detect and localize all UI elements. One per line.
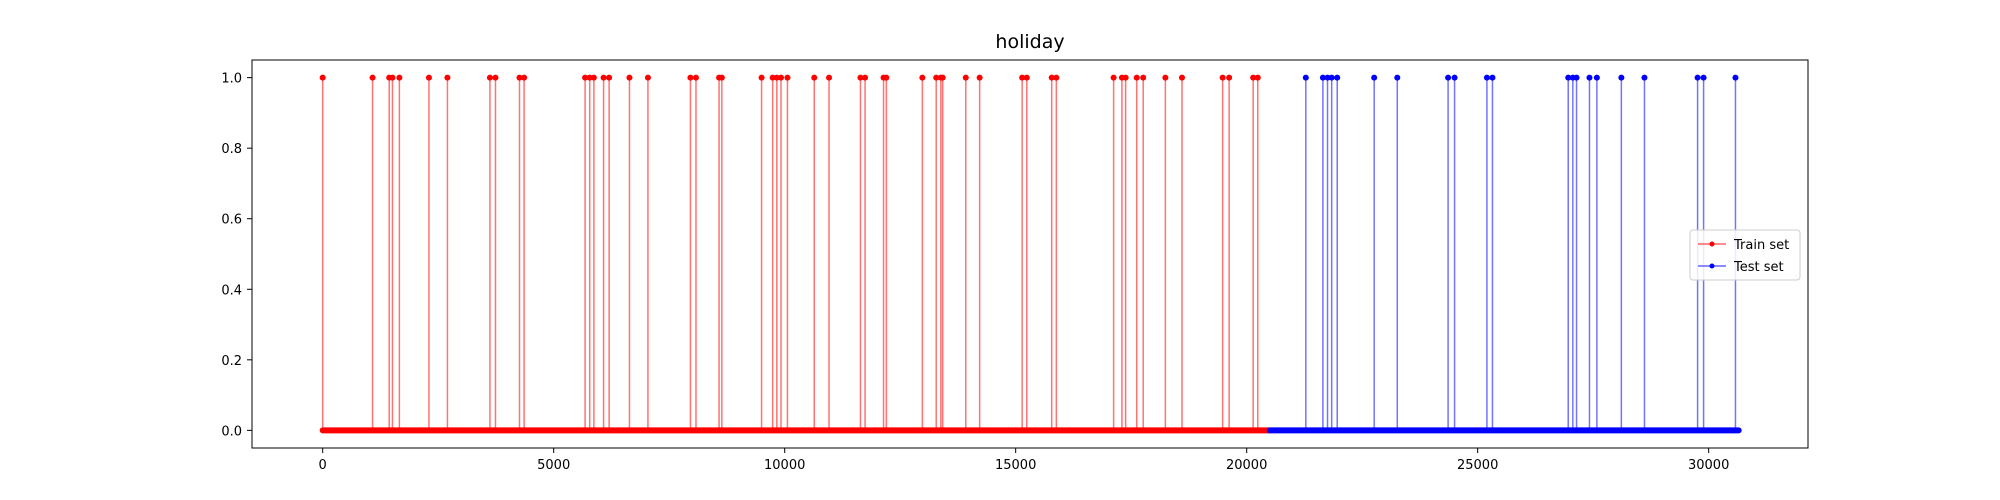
series-train	[319, 74, 1273, 434]
spike-marker	[857, 74, 864, 81]
spike-marker	[516, 74, 523, 81]
spike-marker	[811, 74, 818, 81]
spike-marker	[521, 74, 528, 81]
spike-marker	[769, 74, 776, 81]
spike-marker	[644, 74, 651, 81]
spike-marker	[1593, 74, 1600, 81]
spike-marker	[1565, 74, 1572, 81]
legend-item: Train set	[1698, 238, 1789, 253]
axes-frame	[251, 59, 1809, 449]
y-tick-label: 0.4	[221, 283, 242, 298]
spike-marker	[826, 74, 833, 81]
spike-marker	[1618, 74, 1625, 81]
spike-marker	[492, 74, 499, 81]
spike-marker	[1319, 74, 1326, 81]
legend-item: Test set	[1698, 260, 1784, 275]
spike-marker	[1048, 74, 1055, 81]
spike-marker	[1254, 74, 1261, 81]
spike-marker	[939, 74, 946, 81]
spike-marker	[1133, 74, 1140, 81]
spike-marker	[1162, 74, 1169, 81]
spike-marker	[1324, 74, 1331, 81]
spike-marker	[1334, 74, 1341, 81]
spike-marker	[1053, 74, 1060, 81]
spike-marker	[1328, 74, 1335, 81]
legend-label: Train set	[1733, 238, 1789, 253]
spike-marker	[1122, 74, 1129, 81]
spike-marker	[862, 74, 869, 81]
spike-marker	[1451, 74, 1458, 81]
spike-marker	[590, 74, 597, 81]
legend: Train set Test set	[1689, 229, 1801, 281]
spike-marker	[1694, 74, 1701, 81]
spike-marker	[784, 74, 791, 81]
spike-marker	[600, 74, 607, 81]
spike-marker	[1700, 74, 1707, 81]
spike-marker	[1110, 74, 1117, 81]
legend-label: Test set	[1733, 260, 1784, 275]
spike-marker	[773, 74, 780, 81]
chart-title: holiday	[995, 31, 1064, 53]
spike-marker	[444, 74, 451, 81]
series-test	[1266, 74, 1742, 434]
spike-marker	[718, 74, 725, 81]
spike-marker	[1641, 74, 1648, 81]
spike-marker	[1394, 74, 1401, 81]
spike-marker	[1250, 74, 1257, 81]
x-tick-label: 30000	[1688, 458, 1729, 473]
spike-marker	[369, 74, 376, 81]
spike-marker	[319, 74, 326, 81]
axes: 0 5000 10000 15000 20000 25000 30000 0.0 0.2 0.4 0…	[221, 59, 1809, 473]
x-tick-label: 15000	[995, 458, 1036, 473]
spike-marker	[687, 74, 694, 81]
spike-marker	[933, 74, 940, 81]
spike-marker	[962, 74, 969, 81]
spike-marker	[389, 74, 396, 81]
spike-marker	[1445, 74, 1452, 81]
spike-marker	[1302, 74, 1309, 81]
x-tick-label: 20000	[1226, 458, 1267, 473]
spike-marker	[586, 74, 593, 81]
spike-marker	[1586, 74, 1593, 81]
y-tick-label: 0.6	[221, 213, 242, 228]
spike-marker	[1483, 74, 1490, 81]
legend-swatch-marker	[1709, 241, 1715, 247]
spike-marker	[582, 74, 589, 81]
spike-marker	[976, 74, 983, 81]
spike-marker	[1019, 74, 1026, 81]
y-tick-label: 0.0	[221, 424, 242, 439]
spike-marker	[1573, 74, 1580, 81]
spike-marker	[626, 74, 633, 81]
spike-marker	[486, 74, 493, 81]
spike-marker	[758, 74, 765, 81]
legend-box	[1689, 229, 1801, 281]
spike-marker	[1226, 74, 1233, 81]
spike-marker	[919, 74, 926, 81]
x-tick-label: 0	[319, 458, 327, 473]
x-tick-label: 5000	[537, 458, 570, 473]
spike-marker	[1489, 74, 1496, 81]
spike-marker	[692, 74, 699, 81]
spike-marker	[1140, 74, 1147, 81]
spike-marker	[606, 74, 613, 81]
spike-marker	[1371, 74, 1378, 81]
spike-marker	[1178, 74, 1185, 81]
spike-marker	[1219, 74, 1226, 81]
spike-marker	[777, 74, 784, 81]
plot-area	[319, 74, 1742, 434]
legend-swatch-marker	[1709, 263, 1715, 269]
spike-marker	[425, 74, 432, 81]
y-tick-label: 1.0	[221, 72, 242, 87]
spike-marker	[1023, 74, 1030, 81]
x-tick-label: 10000	[764, 458, 805, 473]
x-tick-label: 25000	[1457, 458, 1498, 473]
y-tick-label: 0.2	[221, 354, 242, 369]
spike-marker	[1732, 74, 1739, 81]
spike-marker	[396, 74, 403, 81]
y-tick-label: 0.8	[221, 142, 242, 157]
spike-marker	[883, 74, 890, 81]
